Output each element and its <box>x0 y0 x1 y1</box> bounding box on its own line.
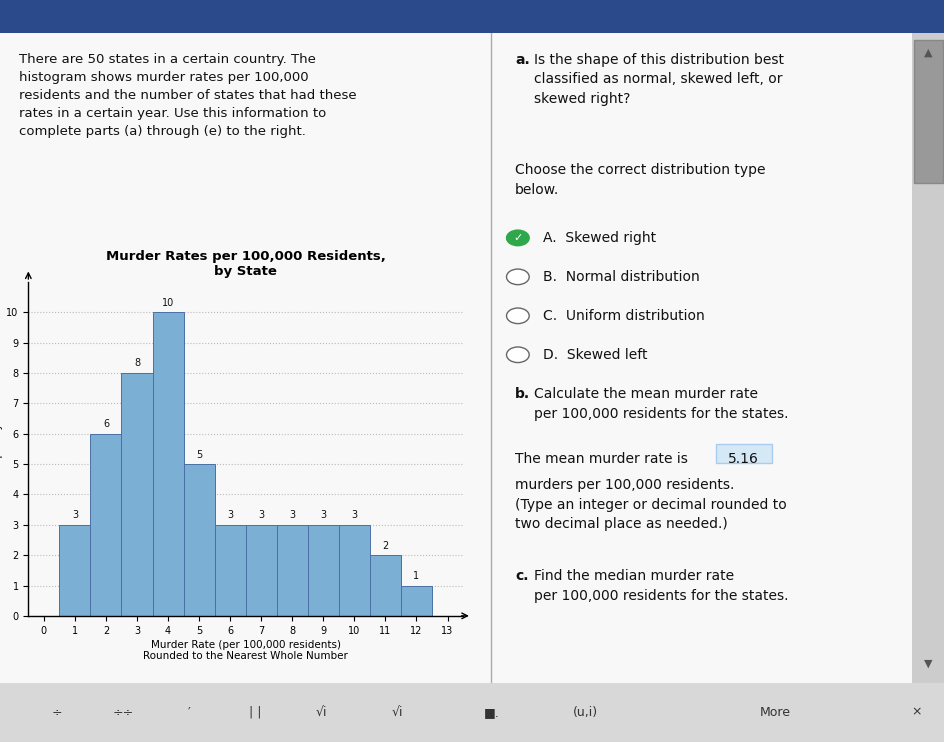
Bar <box>214 525 245 616</box>
Text: More: More <box>759 706 789 719</box>
Text: 3: 3 <box>227 510 233 520</box>
Text: ′: ′ <box>187 706 191 719</box>
Text: The mean murder rate is: The mean murder rate is <box>514 452 692 466</box>
Text: Find the median murder rate
per 100,000 residents for the states.: Find the median murder rate per 100,000 … <box>533 569 787 603</box>
Text: (u,i): (u,i) <box>573 706 598 719</box>
Text: c.: c. <box>514 569 528 583</box>
Bar <box>91 434 122 616</box>
Text: √i: √i <box>315 706 327 719</box>
Text: 5.16: 5.16 <box>728 452 758 466</box>
Text: √i: √i <box>391 706 402 719</box>
Text: Is the shape of this distribution best
classified as normal, skewed left, or
ske: Is the shape of this distribution best c… <box>533 53 784 106</box>
Text: C.  Uniform distribution: C. Uniform distribution <box>543 309 704 323</box>
FancyBboxPatch shape <box>716 444 771 463</box>
Text: 1: 1 <box>413 571 419 581</box>
Circle shape <box>506 269 529 285</box>
Bar <box>400 585 431 616</box>
Text: ✓: ✓ <box>513 233 522 243</box>
Text: B.  Normal distribution: B. Normal distribution <box>543 270 700 284</box>
Bar <box>122 373 152 616</box>
Text: There are 50 states in a certain country. The
histogram shows murder rates per 1: There are 50 states in a certain country… <box>19 53 356 138</box>
Bar <box>277 525 308 616</box>
Text: ▼: ▼ <box>923 658 932 668</box>
Text: 3: 3 <box>258 510 264 520</box>
Text: A.  Skewed right: A. Skewed right <box>543 231 656 245</box>
Text: ÷: ÷ <box>51 706 62 719</box>
Y-axis label: Frequency: Frequency <box>0 422 2 476</box>
Text: 3: 3 <box>320 510 326 520</box>
Bar <box>308 525 339 616</box>
Bar <box>152 312 183 616</box>
Text: 3: 3 <box>351 510 357 520</box>
Text: 3: 3 <box>72 510 78 520</box>
Text: 3: 3 <box>289 510 295 520</box>
Text: ÷÷: ÷÷ <box>112 706 133 719</box>
Circle shape <box>506 230 529 246</box>
Text: ▲: ▲ <box>923 48 932 58</box>
Title: Murder Rates per 100,000 Residents,
by State: Murder Rates per 100,000 Residents, by S… <box>106 250 385 278</box>
Text: 8: 8 <box>134 358 140 369</box>
Bar <box>183 464 214 616</box>
FancyBboxPatch shape <box>913 40 942 183</box>
Text: Calculate the mean murder rate
per 100,000 residents for the states.: Calculate the mean murder rate per 100,0… <box>533 387 787 421</box>
Circle shape <box>506 347 529 363</box>
Text: 2: 2 <box>382 541 388 551</box>
Circle shape <box>506 308 529 324</box>
Text: b.: b. <box>514 387 530 401</box>
Text: | |: | | <box>248 706 261 719</box>
Text: Choose the correct distribution type
below.: Choose the correct distribution type bel… <box>514 163 765 197</box>
Text: ■.: ■. <box>483 706 498 719</box>
Bar <box>245 525 277 616</box>
Bar <box>339 525 369 616</box>
Text: ×: × <box>910 706 921 719</box>
Text: a.: a. <box>514 53 530 67</box>
Text: murders per 100,000 residents.
(Type an integer or decimal rounded to
two decima: murders per 100,000 residents. (Type an … <box>514 478 786 531</box>
Bar <box>369 555 400 616</box>
X-axis label: Murder Rate (per 100,000 residents)
Rounded to the Nearest Whole Number: Murder Rate (per 100,000 residents) Roun… <box>143 640 347 661</box>
Text: 6: 6 <box>103 419 109 429</box>
Text: 5: 5 <box>195 450 202 459</box>
Bar <box>59 525 91 616</box>
Text: D.  Skewed left: D. Skewed left <box>543 348 648 362</box>
Text: 10: 10 <box>161 298 174 308</box>
